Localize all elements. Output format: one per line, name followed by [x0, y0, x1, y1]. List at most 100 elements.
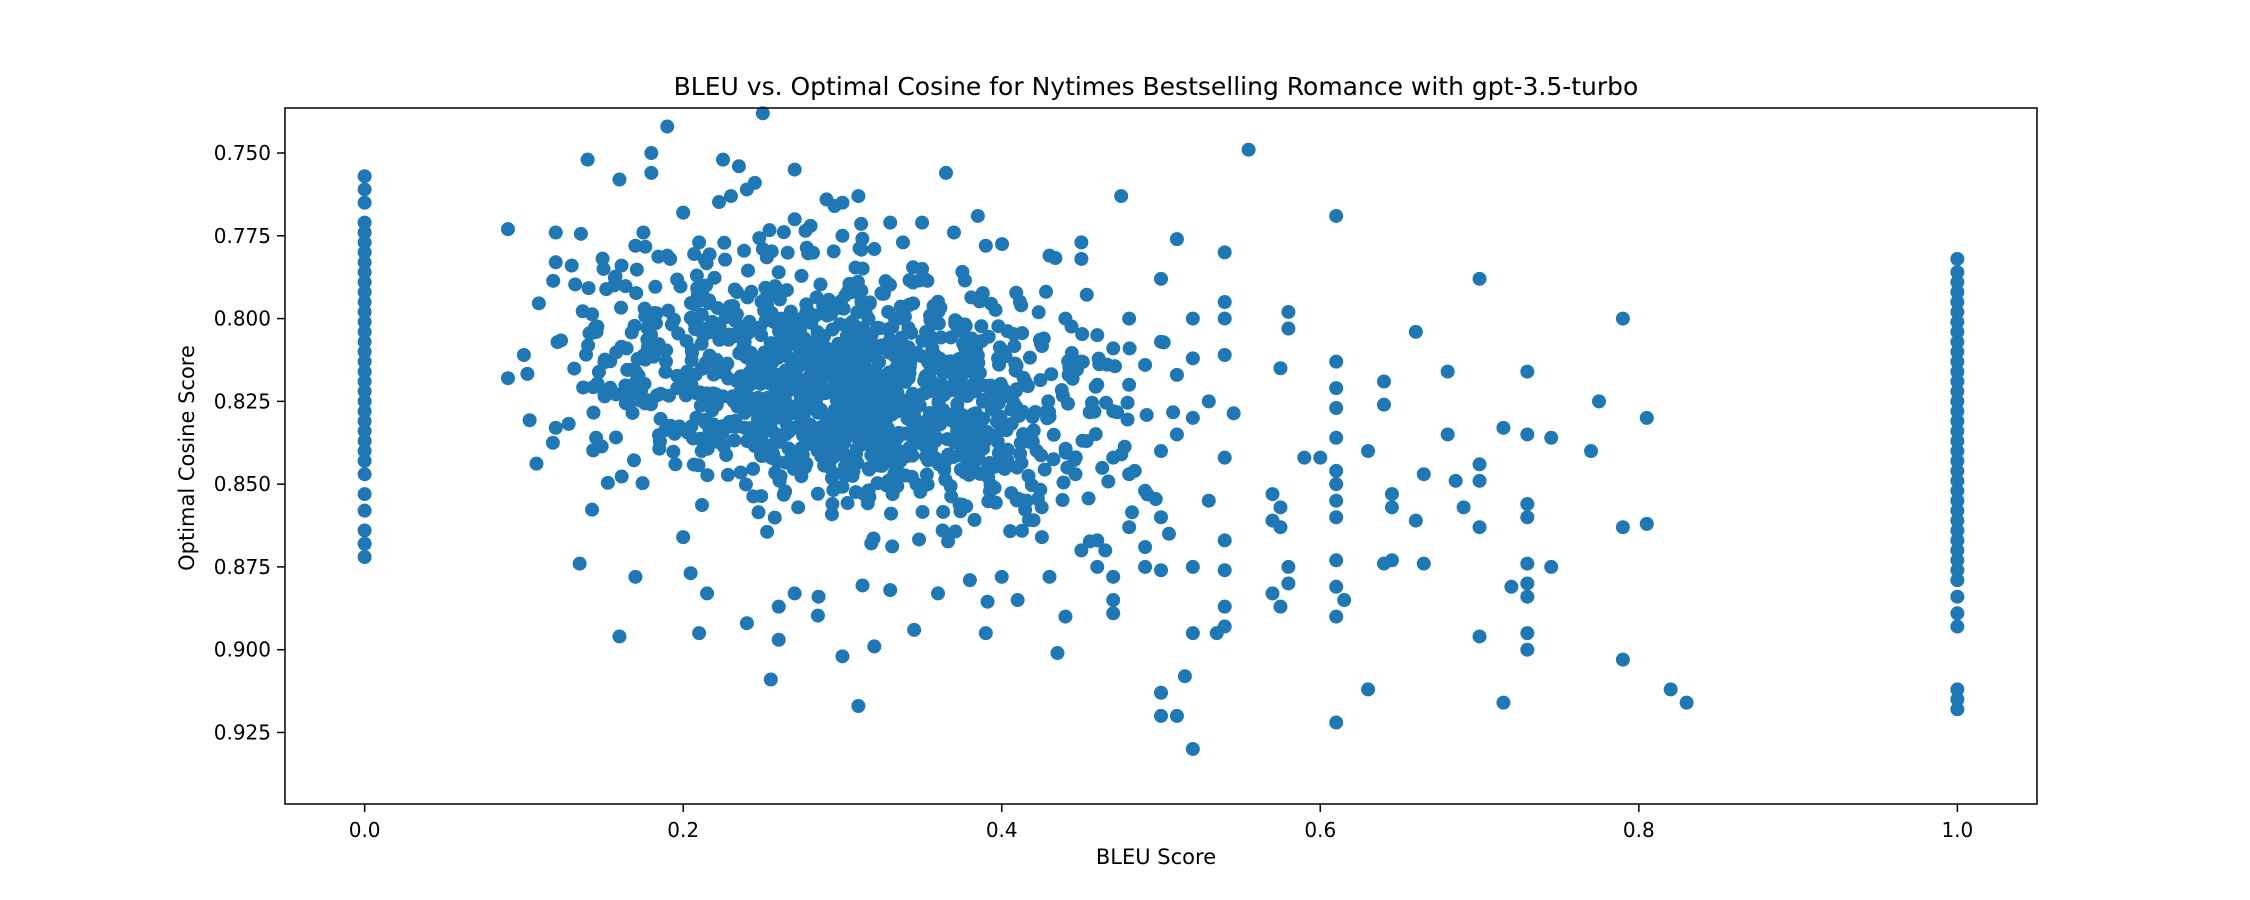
scatter-point	[755, 106, 770, 121]
scatter-point	[585, 307, 600, 322]
scatter-point	[1029, 443, 1044, 458]
scatter-point	[1044, 367, 1059, 382]
scatter-point	[882, 277, 897, 292]
scatter-point	[1273, 361, 1288, 376]
scatter-point	[1106, 341, 1121, 356]
scatter-point	[357, 503, 372, 518]
scatter-point	[666, 444, 681, 459]
scatter-point	[1520, 556, 1535, 571]
scatter-point	[715, 427, 730, 442]
scatter-point	[731, 159, 746, 174]
scatter-point	[941, 534, 956, 549]
scatter-point	[1337, 593, 1352, 608]
scatter-point	[703, 356, 718, 371]
scatter-point	[1329, 609, 1344, 624]
scatter-point	[1110, 405, 1125, 420]
scatter-point	[874, 286, 889, 301]
scatter-point	[787, 162, 802, 177]
scatter-point	[1520, 576, 1535, 591]
scatter-point	[586, 380, 601, 395]
scatter-point	[357, 453, 372, 468]
scatter-point	[1265, 487, 1280, 502]
scatter-point	[1950, 702, 1965, 717]
scatter-point	[717, 235, 732, 250]
scatter-point	[787, 212, 802, 227]
scatter-point	[1154, 444, 1168, 459]
y-tick-label: 0.775	[214, 224, 271, 248]
scatter-point	[1384, 487, 1399, 502]
scatter-point	[550, 335, 565, 350]
scatter-point	[1025, 409, 1040, 424]
scatter-point	[357, 344, 372, 359]
scatter-point	[919, 324, 934, 339]
scatter-point	[357, 434, 372, 449]
scatter-point	[1520, 364, 1535, 379]
scatter-point	[820, 408, 835, 423]
scatter-point	[357, 536, 372, 551]
scatter-point	[1496, 420, 1511, 435]
scatter-point	[825, 322, 840, 337]
scatter-point	[805, 245, 820, 260]
scatter-point	[1010, 593, 1025, 608]
scatter-point	[1472, 629, 1487, 644]
scatter-point	[771, 265, 786, 280]
scatter-point	[1313, 450, 1328, 465]
scatter-point	[950, 397, 965, 412]
scatter-point	[586, 405, 601, 420]
scatter-point	[658, 354, 673, 369]
scatter-point	[733, 465, 748, 480]
scatter-point	[931, 395, 946, 410]
scatter-point	[959, 499, 974, 514]
scatter-point	[638, 239, 653, 254]
scatter-point	[649, 306, 664, 321]
scatter-point	[918, 449, 933, 464]
scatter-point	[1161, 526, 1176, 541]
scatter-point	[752, 231, 767, 246]
scatter-point	[357, 394, 372, 409]
scatter-point	[824, 471, 839, 486]
scatter-point	[1544, 430, 1559, 445]
scatter-point	[1361, 444, 1376, 459]
scatter-point	[888, 451, 903, 466]
scatter-point	[1021, 512, 1036, 527]
scatter-point	[751, 505, 766, 520]
scatter-point	[1154, 563, 1168, 578]
scatter-point	[731, 392, 746, 407]
scatter-point	[778, 484, 793, 499]
scatter-point	[1950, 324, 1965, 339]
scatter-point	[855, 261, 870, 276]
scatter-point	[838, 288, 853, 303]
scatter-point	[790, 381, 805, 396]
scatter-point	[629, 366, 644, 381]
scatter-point	[357, 215, 372, 230]
scatter-point	[1950, 682, 1965, 697]
scatter-point	[904, 469, 919, 484]
scatter-point	[964, 290, 979, 305]
scatter-point	[683, 566, 698, 581]
scatter-point	[1166, 405, 1181, 420]
scatter-point	[1082, 534, 1097, 549]
scatter-point	[1950, 404, 1965, 419]
scatter-point	[829, 388, 844, 403]
scatter-point	[644, 146, 659, 161]
scatter-point	[738, 477, 753, 492]
scatter-point	[854, 216, 869, 231]
scatter-point	[754, 426, 769, 441]
scatter-point	[858, 306, 873, 321]
scatter-point	[357, 549, 372, 564]
scatter-point	[1095, 460, 1110, 475]
scatter-point	[782, 424, 797, 439]
scatter-point	[1950, 589, 1965, 604]
scatter-point	[1185, 742, 1200, 757]
scatter-point	[548, 420, 563, 435]
scatter-point	[800, 433, 815, 448]
scatter-point	[925, 341, 940, 356]
scatter-point	[1006, 327, 1021, 342]
scatter-point	[934, 330, 949, 345]
scatter-point	[931, 360, 946, 375]
scatter-point	[807, 400, 822, 415]
scatter-point	[720, 356, 735, 371]
scatter-point	[357, 314, 372, 329]
scatter-point	[619, 341, 634, 356]
scatter-point	[1329, 463, 1344, 478]
